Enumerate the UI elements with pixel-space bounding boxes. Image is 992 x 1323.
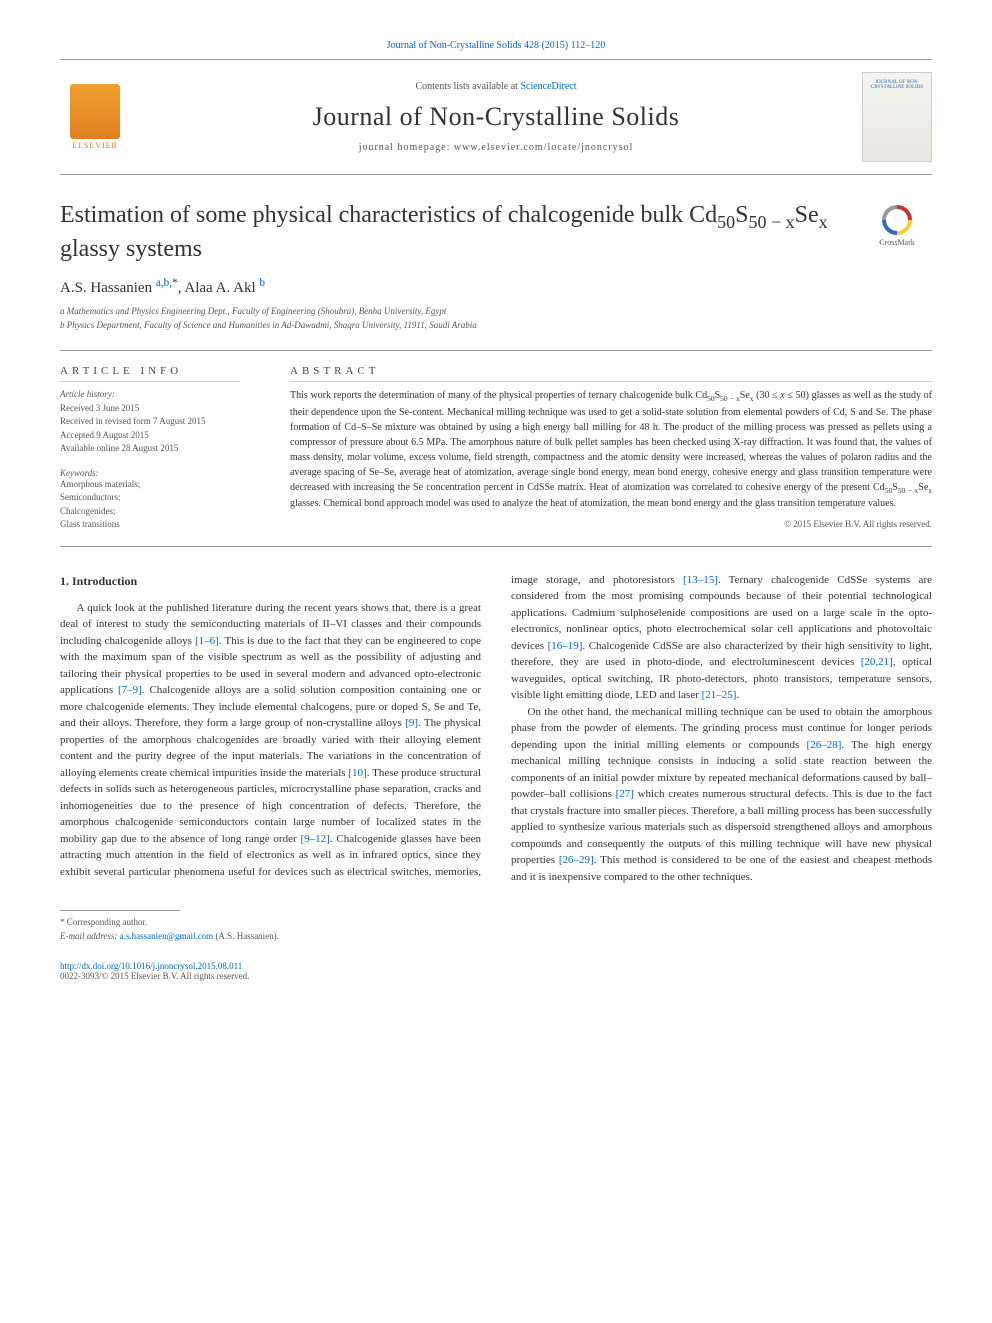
history-received: Received 3 June 2015 [60, 402, 240, 416]
keywords-label: Keywords: [60, 468, 240, 478]
abstract-column: abstract This work reports the determina… [260, 365, 932, 532]
elsevier-tree-icon [70, 84, 120, 139]
article-history: Article history: Received 3 June 2015 Re… [60, 388, 240, 456]
citation-header: Journal of Non-Crystalline Solids 428 (2… [60, 40, 932, 51]
history-revised: Received in revised form 7 August 2015 [60, 415, 240, 429]
abstract-text: This work reports the determination of m… [290, 388, 932, 511]
section-title: Introduction [72, 574, 137, 588]
doi-footer: http://dx.doi.org/10.1016/j.jnoncrysol.2… [60, 961, 932, 981]
affiliation-a: a Mathematics and Physics Engineering De… [60, 305, 932, 319]
journal-name: Journal of Non-Crystalline Solids [130, 102, 862, 132]
author-email-link[interactable]: a.s.hassanien@gmail.com [120, 931, 214, 941]
keyword-4: Glass transitions [60, 518, 240, 532]
affiliation-b: b Physics Department, Faculty of Science… [60, 319, 932, 333]
doi-link[interactable]: http://dx.doi.org/10.1016/j.jnoncrysol.2… [60, 961, 242, 971]
section-number: 1. [60, 574, 69, 588]
sciencedirect-link[interactable]: ScienceDirect [520, 81, 576, 92]
body-text: 1. Introduction A quick look at the publ… [60, 572, 932, 886]
article-info-heading: article info [60, 365, 240, 382]
paragraph-2: On the other hand, the mechanical millin… [511, 704, 932, 886]
crossmark-label: CrossMark [879, 238, 915, 247]
abstract-copyright: © 2015 Elsevier B.V. All rights reserved… [290, 519, 932, 529]
email-label: E-mail address: [60, 931, 117, 941]
keyword-3: Chalcogenides; [60, 505, 240, 519]
authors: A.S. Hassanien a,b,*, Alaa A. Akl b [60, 277, 932, 297]
affiliations: a Mathematics and Physics Engineering De… [60, 305, 932, 332]
keywords-list: Amorphous materials; Semiconductors; Cha… [60, 478, 240, 532]
abstract-heading: abstract [290, 365, 932, 382]
section-heading: 1. Introduction [60, 572, 481, 590]
journal-cover-thumbnail: JOURNAL OF NON-CRYSTALLINE SOLIDS [862, 72, 932, 162]
homepage-url: www.elsevier.com/locate/jnoncrysol [454, 142, 633, 153]
crossmark-badge[interactable]: CrossMark [862, 205, 932, 255]
corresponding-author-note: * Corresponding author. E-mail address: … [60, 916, 932, 943]
citation-link[interactable]: Journal of Non-Crystalline Solids 428 (2… [387, 40, 606, 51]
elsevier-label: ELSEVIER [72, 141, 118, 150]
article-info-column: article info Article history: Received 3… [60, 365, 260, 532]
contents-prefix: Contents lists available at [415, 81, 520, 92]
history-accepted: Accepted 9 August 2015 [60, 429, 240, 443]
elsevier-logo: ELSEVIER [60, 77, 130, 157]
article-title: Estimation of some physical characterist… [60, 200, 847, 265]
email-name: (A.S. Hassanien). [215, 931, 279, 941]
homepage-prefix: journal homepage: [359, 142, 454, 153]
cover-title: JOURNAL OF NON-CRYSTALLINE SOLIDS [867, 80, 927, 90]
keyword-1: Amorphous materials; [60, 478, 240, 492]
history-label: Article history: [60, 388, 240, 402]
corresponding-label: * Corresponding author. [60, 916, 932, 930]
keyword-2: Semiconductors; [60, 491, 240, 505]
history-online: Available online 28 August 2015 [60, 442, 240, 456]
contents-line: Contents lists available at ScienceDirec… [130, 81, 862, 92]
footnote-separator [60, 910, 180, 911]
journal-homepage: journal homepage: www.elsevier.com/locat… [130, 142, 862, 153]
crossmark-icon [882, 205, 912, 235]
issn-line: 0022-3093/© 2015 Elsevier B.V. All right… [60, 971, 249, 981]
journal-header: ELSEVIER Contents lists available at Sci… [60, 59, 932, 175]
